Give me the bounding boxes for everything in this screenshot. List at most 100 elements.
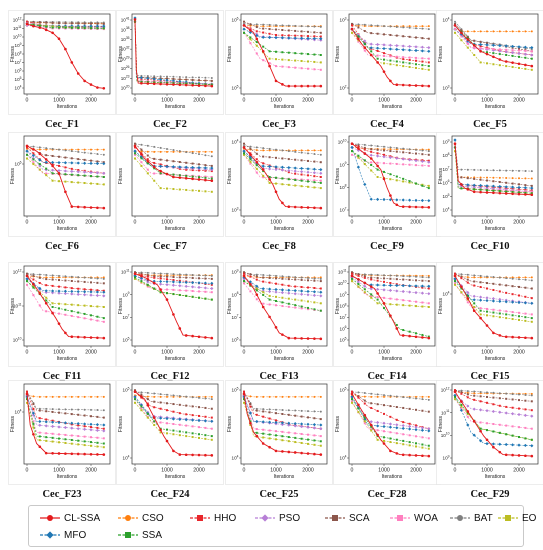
data-point bbox=[313, 31, 316, 34]
y-tick-label: 109 bbox=[443, 138, 450, 144]
data-point bbox=[249, 152, 252, 155]
data-point bbox=[421, 446, 424, 449]
data-point bbox=[479, 274, 482, 277]
data-point bbox=[133, 18, 137, 21]
data-point bbox=[185, 424, 188, 427]
data-point bbox=[32, 420, 35, 423]
x-tick-label: 1000 bbox=[270, 220, 282, 226]
data-point bbox=[102, 320, 105, 323]
data-point bbox=[134, 401, 136, 404]
data-point bbox=[382, 424, 386, 429]
data-point bbox=[57, 420, 61, 425]
data-point bbox=[58, 276, 60, 279]
data-point bbox=[357, 274, 360, 277]
data-point bbox=[382, 177, 386, 181]
axes-frame bbox=[348, 265, 436, 347]
data-point bbox=[511, 314, 514, 317]
x-tick-label: 2000 bbox=[85, 468, 97, 474]
series-cl-ssa bbox=[242, 24, 323, 88]
data-point bbox=[524, 184, 527, 187]
data-point bbox=[90, 277, 92, 280]
data-point bbox=[350, 274, 354, 278]
data-point bbox=[421, 84, 424, 88]
y-axis-label: Fitness bbox=[10, 45, 16, 62]
data-point bbox=[415, 25, 417, 28]
data-point bbox=[363, 399, 366, 402]
data-point bbox=[191, 436, 194, 439]
data-point bbox=[408, 330, 411, 333]
data-point bbox=[473, 46, 476, 49]
data-point bbox=[45, 25, 48, 28]
data-point bbox=[414, 84, 418, 87]
data-point bbox=[275, 408, 277, 411]
x-tick-label: 2000 bbox=[302, 468, 314, 474]
data-point bbox=[102, 395, 105, 398]
data-point bbox=[530, 64, 534, 68]
data-point bbox=[460, 389, 463, 392]
data-point bbox=[83, 158, 86, 161]
data-point bbox=[498, 450, 502, 454]
y-tick-label: 105 bbox=[123, 386, 130, 392]
x-tick-label: 2000 bbox=[410, 98, 422, 104]
y-tick-label: 108 bbox=[443, 152, 450, 158]
y-tick-label: 106 bbox=[15, 67, 22, 73]
data-point bbox=[376, 273, 379, 276]
data-point bbox=[185, 82, 188, 85]
data-point bbox=[210, 298, 213, 301]
data-point bbox=[530, 427, 533, 430]
series-line bbox=[134, 389, 212, 410]
data-point bbox=[313, 160, 316, 163]
data-point bbox=[307, 178, 309, 181]
data-point bbox=[281, 183, 284, 186]
legend-swatch bbox=[498, 515, 518, 521]
y-tick-label: 107 bbox=[340, 206, 347, 212]
data-point bbox=[479, 40, 482, 43]
data-point bbox=[275, 58, 277, 61]
data-point bbox=[166, 147, 168, 150]
x-tick-label: 2000 bbox=[85, 220, 97, 226]
data-point bbox=[268, 178, 271, 181]
data-point bbox=[102, 409, 105, 412]
data-point bbox=[166, 409, 168, 412]
data-point bbox=[90, 27, 92, 30]
data-point bbox=[172, 423, 175, 426]
data-point bbox=[58, 312, 60, 315]
data-point bbox=[401, 426, 405, 431]
data-point bbox=[479, 178, 482, 181]
data-point bbox=[472, 190, 476, 194]
data-point bbox=[287, 158, 290, 161]
data-point bbox=[363, 413, 367, 417]
series-mfo bbox=[25, 149, 106, 166]
data-point bbox=[83, 395, 86, 398]
data-point bbox=[389, 79, 392, 83]
data-point bbox=[268, 411, 271, 414]
data-point bbox=[473, 284, 476, 287]
data-point bbox=[198, 150, 200, 153]
data-point bbox=[204, 84, 207, 88]
data-point bbox=[58, 441, 60, 444]
data-point bbox=[313, 175, 316, 178]
data-point bbox=[287, 395, 290, 398]
data-point bbox=[307, 279, 309, 282]
data-point bbox=[133, 149, 137, 153]
series-line bbox=[26, 284, 104, 323]
y-tick-label: 104 bbox=[123, 454, 130, 460]
data-point bbox=[249, 421, 252, 425]
data-point bbox=[479, 313, 482, 316]
data-point bbox=[351, 400, 353, 403]
data-point bbox=[402, 35, 405, 38]
data-point bbox=[268, 298, 271, 301]
data-point bbox=[198, 426, 200, 429]
series-line bbox=[134, 271, 212, 280]
data-point bbox=[307, 416, 309, 419]
data-point bbox=[76, 72, 80, 75]
data-point bbox=[473, 394, 476, 397]
series-line bbox=[26, 391, 104, 429]
data-point bbox=[178, 165, 182, 169]
data-point bbox=[498, 169, 501, 172]
data-point bbox=[402, 406, 405, 409]
data-point bbox=[38, 431, 41, 434]
series-line bbox=[243, 154, 321, 189]
data-point bbox=[492, 315, 495, 318]
